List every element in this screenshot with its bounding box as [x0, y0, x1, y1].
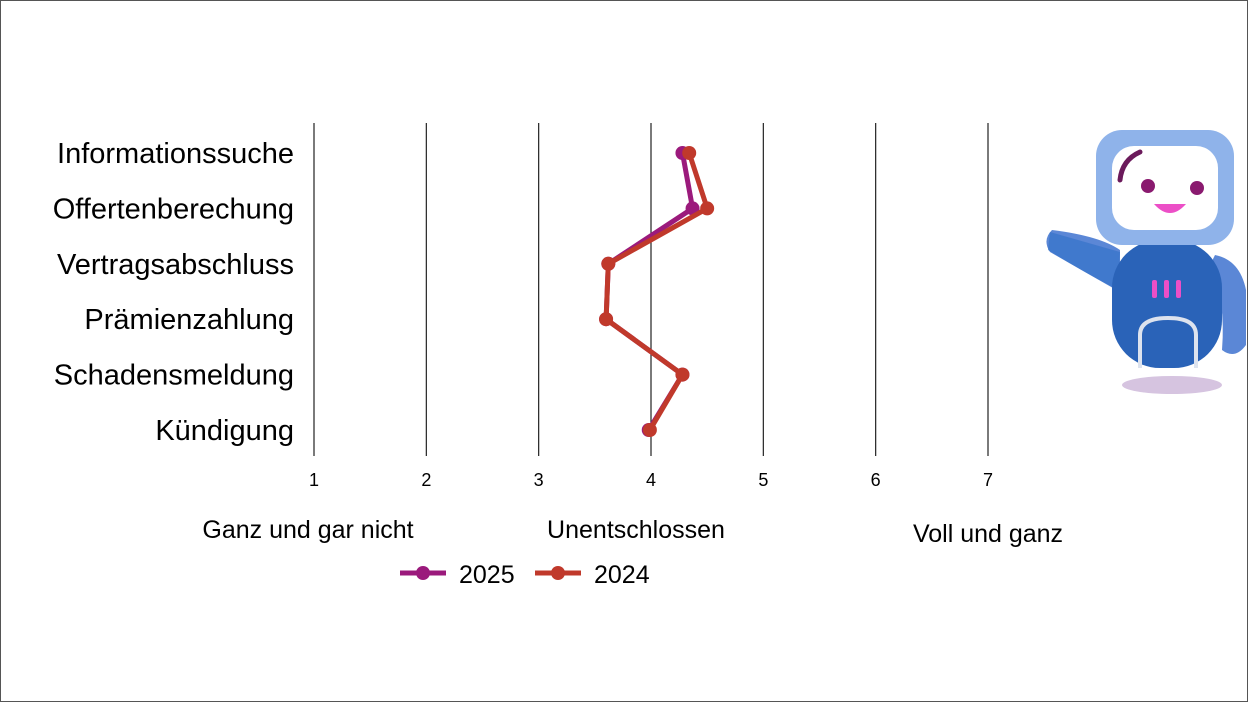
robot-body-panel — [1138, 315, 1198, 368]
legend-item-2025: 2025 — [400, 561, 515, 589]
category-labels: Informationssuche Offertenberechung Vertra… — [53, 138, 294, 447]
x-tick-label: 7 — [983, 470, 993, 490]
category-label: Schadensmeldung — [54, 360, 294, 392]
x-tick-label: 5 — [758, 470, 768, 490]
category-label: Prämienzahlung — [84, 304, 294, 336]
data-point-2024 — [700, 201, 715, 216]
data-point-2024 — [642, 423, 657, 437]
legend: 2025 2024 — [400, 561, 650, 589]
scale-label-mid: Unentschlossen — [547, 516, 725, 544]
category-label: Kündigung — [155, 415, 294, 447]
legend-label-2024: 2024 — [594, 561, 650, 589]
data-point-2024 — [601, 256, 616, 271]
legend-marker-2024 — [551, 566, 565, 580]
robot-left-eye — [1141, 179, 1155, 193]
x-tick-labels: 1 2 3 4 5 6 7 — [309, 470, 993, 490]
robot-mascot-icon — [1046, 130, 1246, 394]
robot-body — [1112, 240, 1222, 368]
data-point-2024 — [675, 367, 690, 382]
legend-label-2025: 2025 — [459, 561, 515, 589]
x-tick-label: 3 — [534, 470, 544, 490]
category-label: Offertenberechung — [53, 193, 294, 225]
scale-label-low: Ganz und gar nicht — [202, 516, 413, 544]
x-tick-label: 1 — [309, 470, 319, 490]
x-tick-label: 6 — [871, 470, 881, 490]
gridlines — [313, 123, 989, 456]
robot-light-3 — [1176, 280, 1181, 298]
category-label: Vertragsabschluss — [57, 249, 294, 281]
series-lines — [599, 146, 715, 437]
robot-face — [1112, 146, 1218, 230]
category-label: Informationssuche — [57, 138, 294, 170]
robot-right-eye — [1190, 181, 1204, 195]
series-line-2024 — [603, 150, 710, 433]
x-tick-label: 4 — [646, 470, 656, 490]
robot-shadow — [1122, 376, 1222, 394]
scale-label-high: Voll und ganz — [913, 520, 1063, 548]
robot-eyebrow — [1117, 149, 1143, 183]
legend-marker-2025 — [416, 566, 430, 580]
x-tick-label: 2 — [421, 470, 431, 490]
scale-labels: Ganz und gar nicht Unentschlossen Voll u… — [202, 516, 1063, 548]
robot-light-1 — [1152, 280, 1157, 298]
robot-arm-shade — [1048, 232, 1120, 290]
data-point-2024 — [682, 146, 697, 160]
series-line-2025 — [603, 150, 696, 433]
data-point-2024 — [599, 312, 614, 327]
legend-item-2024: 2024 — [535, 561, 650, 589]
robot-mouth — [1154, 204, 1186, 213]
robot-light-2 — [1164, 280, 1169, 298]
